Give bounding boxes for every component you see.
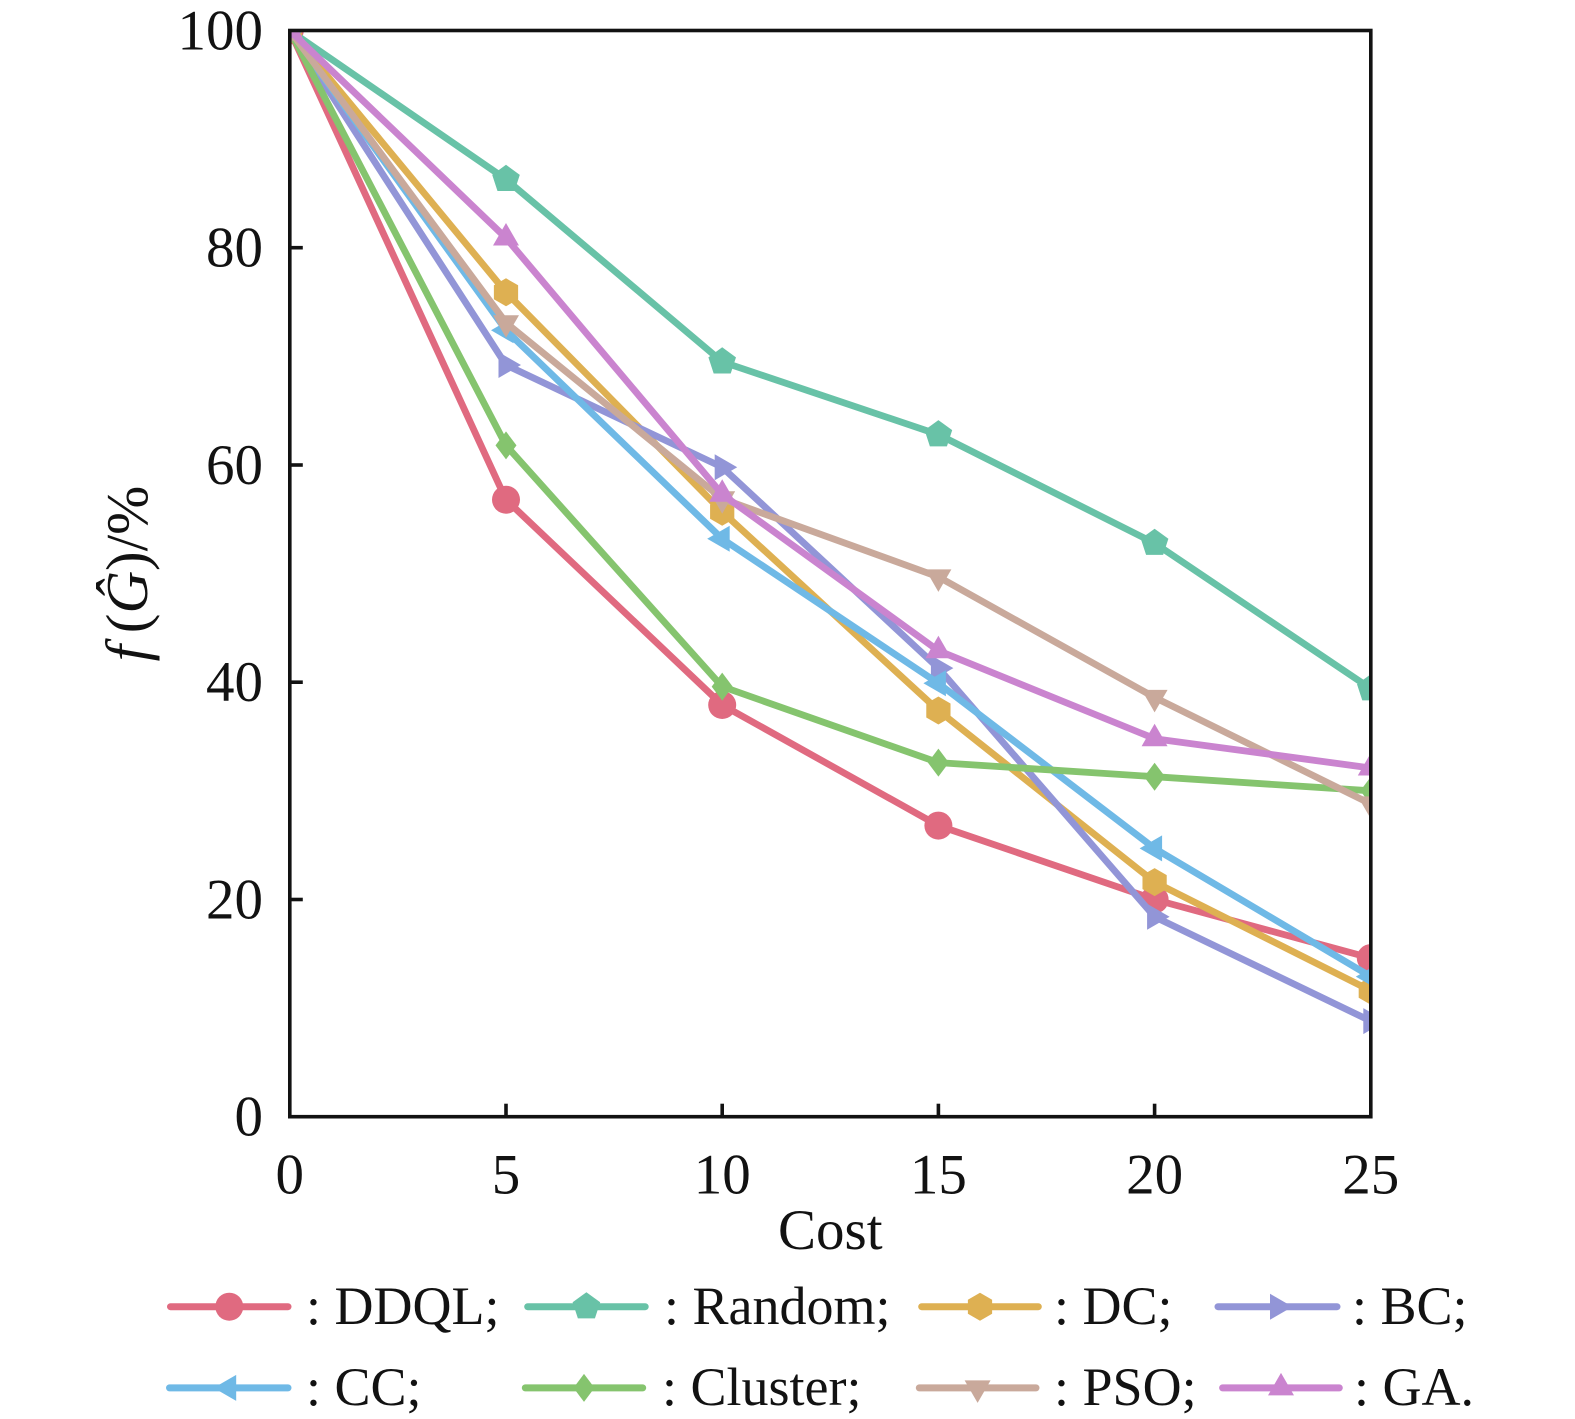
svg-text:25: 25 [1342, 1144, 1399, 1207]
svg-text:20: 20 [1126, 1144, 1183, 1207]
svg-text:10: 10 [694, 1144, 751, 1207]
svg-text:: GA.: : GA. [1354, 1357, 1474, 1417]
svg-text:60: 60 [206, 434, 263, 497]
svg-text:0: 0 [276, 1144, 305, 1207]
svg-text:: DDQL;: : DDQL; [306, 1276, 499, 1336]
svg-text:: DC;: : DC; [1054, 1276, 1173, 1336]
svg-text:100: 100 [178, 0, 264, 63]
svg-text:20: 20 [206, 869, 263, 932]
svg-text:0: 0 [235, 1086, 264, 1149]
svg-text:5: 5 [492, 1144, 521, 1207]
svg-text:15: 15 [910, 1144, 967, 1207]
svg-text:40: 40 [206, 651, 263, 714]
svg-text:f (Ĝ)/%: f (Ĝ)/% [94, 486, 160, 662]
svg-text:: Cluster;: : Cluster; [662, 1357, 862, 1417]
svg-text:Cost: Cost [778, 1199, 883, 1262]
svg-text:: BC;: : BC; [1352, 1276, 1468, 1336]
svg-text:: Random;: : Random; [664, 1276, 891, 1336]
svg-text:80: 80 [206, 217, 263, 280]
svg-text:: CC;: : CC; [306, 1357, 422, 1417]
svg-text:: PSO;: : PSO; [1054, 1357, 1197, 1417]
